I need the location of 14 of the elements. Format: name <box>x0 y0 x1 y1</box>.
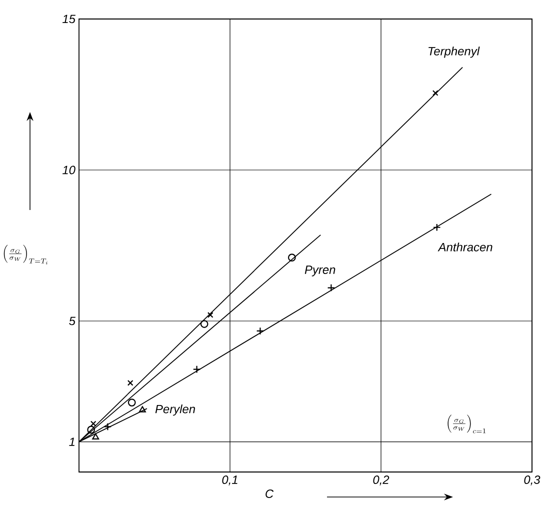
x-axis-title: C <box>266 490 274 498</box>
series-label: Pyren <box>304 266 336 276</box>
text: Terphenyl <box>428 46 480 58</box>
y-tick-label: 1 <box>69 438 74 446</box>
x-tick-label: 0,3 <box>524 476 540 486</box>
series-label: Perylen <box>155 404 195 416</box>
y-axis-title: $\left(\frac{\sigma_G}{\sigma_W}\right)_{T=T_i}$ <box>4 244 48 264</box>
y-tick-label: 10 <box>62 166 76 174</box>
y-tick-label: 5 <box>69 316 76 326</box>
y-tick-label: 15 <box>62 14 76 24</box>
x-tick-label: 0,2 <box>373 476 390 486</box>
x-tick-label: 0,1 <box>222 476 238 486</box>
series-label: Anthracen <box>438 242 492 252</box>
annotation: $\left(\frac{\sigma_G}{\sigma_W}\right)_{c=1}$ <box>448 414 486 434</box>
